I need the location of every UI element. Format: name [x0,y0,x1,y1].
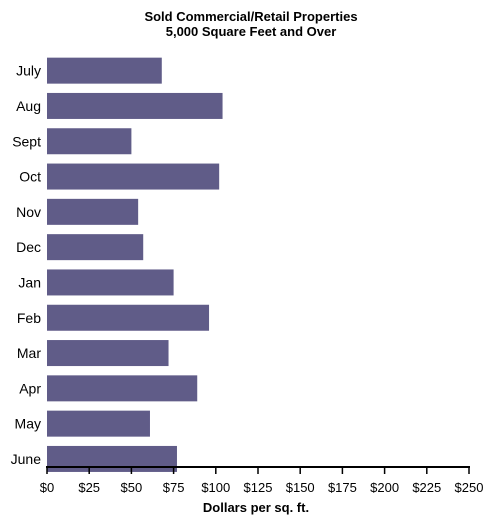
category-labels: July Aug Sept Oct Nov Dec Jan Feb Mar Apr May June [11,63,42,467]
bar-oct [47,163,220,190]
x-tick-label: $125 [244,480,273,495]
category-label-apr: Apr [19,380,41,396]
x-axis-label: Dollars per sq. ft. [203,500,309,515]
x-tick-label: $200 [370,480,399,495]
bar-feb [47,304,210,331]
category-label-nov: Nov [16,204,41,220]
bar-sept [47,128,132,155]
category-label-feb: Feb [17,310,41,326]
bar-nov [47,198,139,225]
x-tick-label: $75 [163,480,185,495]
category-label-aug: Aug [16,98,41,114]
category-label-may: May [15,416,41,432]
x-tick-label: $175 [328,480,357,495]
bar-jan [47,269,174,296]
category-label-june: June [11,451,42,467]
bar-june [47,445,177,472]
bar-mar [47,340,169,367]
chart-title: Sold Commercial/Retail Properties [144,9,357,24]
x-tick-label: $100 [201,480,230,495]
bar-july [47,57,162,84]
chart-subtitle: 5,000 Square Feet and Over [166,24,337,39]
x-tick-label: $225 [412,480,441,495]
x-tick-label: $50 [121,480,143,495]
bar-dec [47,234,144,261]
x-tick-label: $0 [40,480,54,495]
x-tick-label: $150 [286,480,315,495]
category-label-july: July [16,63,41,79]
category-label-sept: Sept [12,133,41,149]
bar-aug [47,92,223,119]
category-label-jan: Jan [18,274,41,290]
bar-may [47,410,150,437]
x-tick-label: $25 [78,480,100,495]
category-label-oct: Oct [19,169,41,185]
bars-group [47,57,223,472]
category-label-mar: Mar [17,345,41,361]
bar-apr [47,375,198,402]
x-tick-label: $250 [455,480,484,495]
category-label-dec: Dec [16,239,41,255]
x-axis-ticks: $0 $25 $50 $75 $100 $125 $150 $175 $200 $225 $250 [40,467,484,495]
